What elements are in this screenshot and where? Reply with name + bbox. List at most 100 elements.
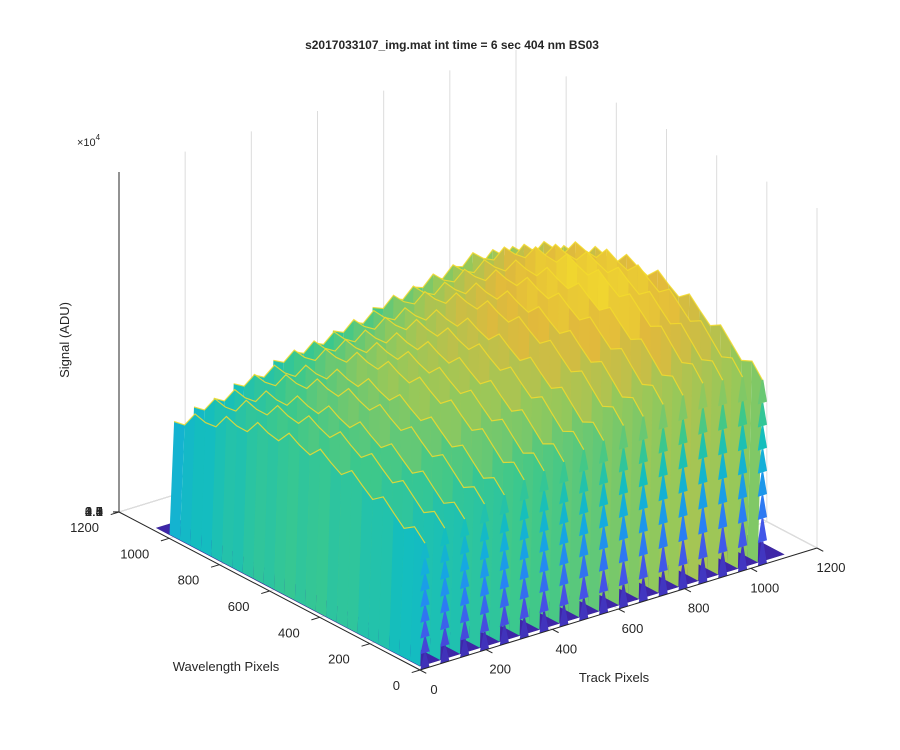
y-tick-label: 200 [328,652,350,667]
ridge-face-segment [211,416,227,562]
ridge-front-band [479,595,490,616]
ridge-crest [213,388,466,520]
ridge-front-band [539,531,549,553]
y-axis-tick [411,669,421,674]
ridge-front-band [737,376,748,403]
ridge-front-band [737,497,748,524]
ridge-face-segment [253,422,269,584]
x-axis-tick [750,567,758,573]
x-tick-label: 600 [622,621,644,636]
ridge-front-band [638,485,648,511]
y-tick-label: 400 [278,625,300,640]
track-ridge [169,413,430,670]
ridge-face-segment [687,363,703,581]
ridge-front-band [698,433,708,460]
ridge-front-band [499,587,509,609]
ridge-front-band [420,543,430,561]
y-tick-label: 1200 [70,520,99,535]
ridge-front-band [440,628,450,647]
ridge-front-band [460,518,470,538]
tick-label-layer: 0200400600800100012000200400600800100012… [70,504,845,697]
ridge-face-segment [284,433,300,601]
ridge-face-segment [294,445,310,606]
ridge-front-band [678,516,688,543]
ridge-face-segment [608,406,624,606]
y-tick-label: 1000 [120,546,149,561]
ridge-face-segment [315,449,331,617]
ridge-front-band [698,408,708,435]
ridge-front-band [638,554,648,580]
ridge-front-band [479,613,490,634]
ridge-front-band [678,443,688,470]
x-axis-tick [485,649,493,654]
ridge-front-band [698,507,708,535]
ridge-face-segment [449,502,465,654]
ridge-front-band [757,518,767,544]
y-tick-label: 800 [178,573,200,588]
ridge-front-band [599,505,609,529]
ridge-front-band [638,578,648,603]
ridge-front-band [440,527,450,547]
ridge-front-band [479,558,490,579]
ridge-front-band [420,636,430,655]
ridge-front-band [499,550,509,571]
ridge-front-band [618,539,629,564]
ridge-front-band [638,462,648,488]
ridge-face-segment [274,433,290,595]
ridge-face-segment [263,433,279,590]
ridge-front-band [579,513,589,537]
ridge-front-band [698,482,708,510]
ridge-front-band [678,564,688,591]
x-tick-label: 400 [555,641,577,656]
ridge-face-segment [179,413,195,546]
ridge-face-segment [727,357,743,569]
z-axis-label: Signal (ADU) [57,302,72,378]
ridge-front-band [440,595,450,614]
ridge-front-band [559,482,569,505]
ridge-front-band [618,470,629,496]
ridge-front-band [599,548,609,572]
ridge-front-band [678,467,688,494]
ridge-front-band [698,532,708,560]
y-tick-label: 0 [393,678,400,693]
ridge-front-band [757,495,767,520]
ridge-front-band [479,503,490,524]
ridge-front-band [499,625,509,646]
ridge-front-band [658,404,668,430]
ridge-front-band [757,425,767,451]
ridge-face-segment [469,486,485,648]
ridge-front-band [658,499,668,526]
y-axis-tick [210,564,220,568]
ridge-front-band [460,638,470,658]
ridge-front-band [499,513,509,534]
ridge-face-segment [242,422,258,579]
z-axis-multiplier: ×104 [77,133,101,149]
ridge-crest [332,316,585,450]
ridge-front-band [698,383,708,410]
ridge-face-segment [368,496,384,645]
ridge-front-band [638,416,648,441]
y-axis-label: Wavelength Pixels [173,659,280,674]
ridge-front-band [638,531,648,557]
ridge-front-band [737,522,748,549]
ridge-front-band [718,502,728,530]
ridge-front-band [519,479,529,502]
x-axis-tick [618,608,626,613]
ridge-front-band [479,540,490,561]
ridge-front-band [539,591,549,614]
ridge-front-band [519,499,529,521]
ridge-front-band [579,555,589,579]
ridge-face-segment [429,511,445,660]
z-tick-label: 4.5 [85,504,103,519]
ridge-front-band [678,492,688,518]
ridge-front-band [737,401,748,427]
ridge-crest [372,290,625,426]
ridge-face-segment [200,422,216,557]
ridge-face-segment [747,361,763,563]
ridge-front-band [579,534,589,558]
ridge-front-band [718,527,728,554]
ridge-front-band [420,621,430,639]
ridge-crest [293,338,545,472]
z-tick-label: 1.5 [85,504,103,519]
ridge-front-band [559,502,569,525]
